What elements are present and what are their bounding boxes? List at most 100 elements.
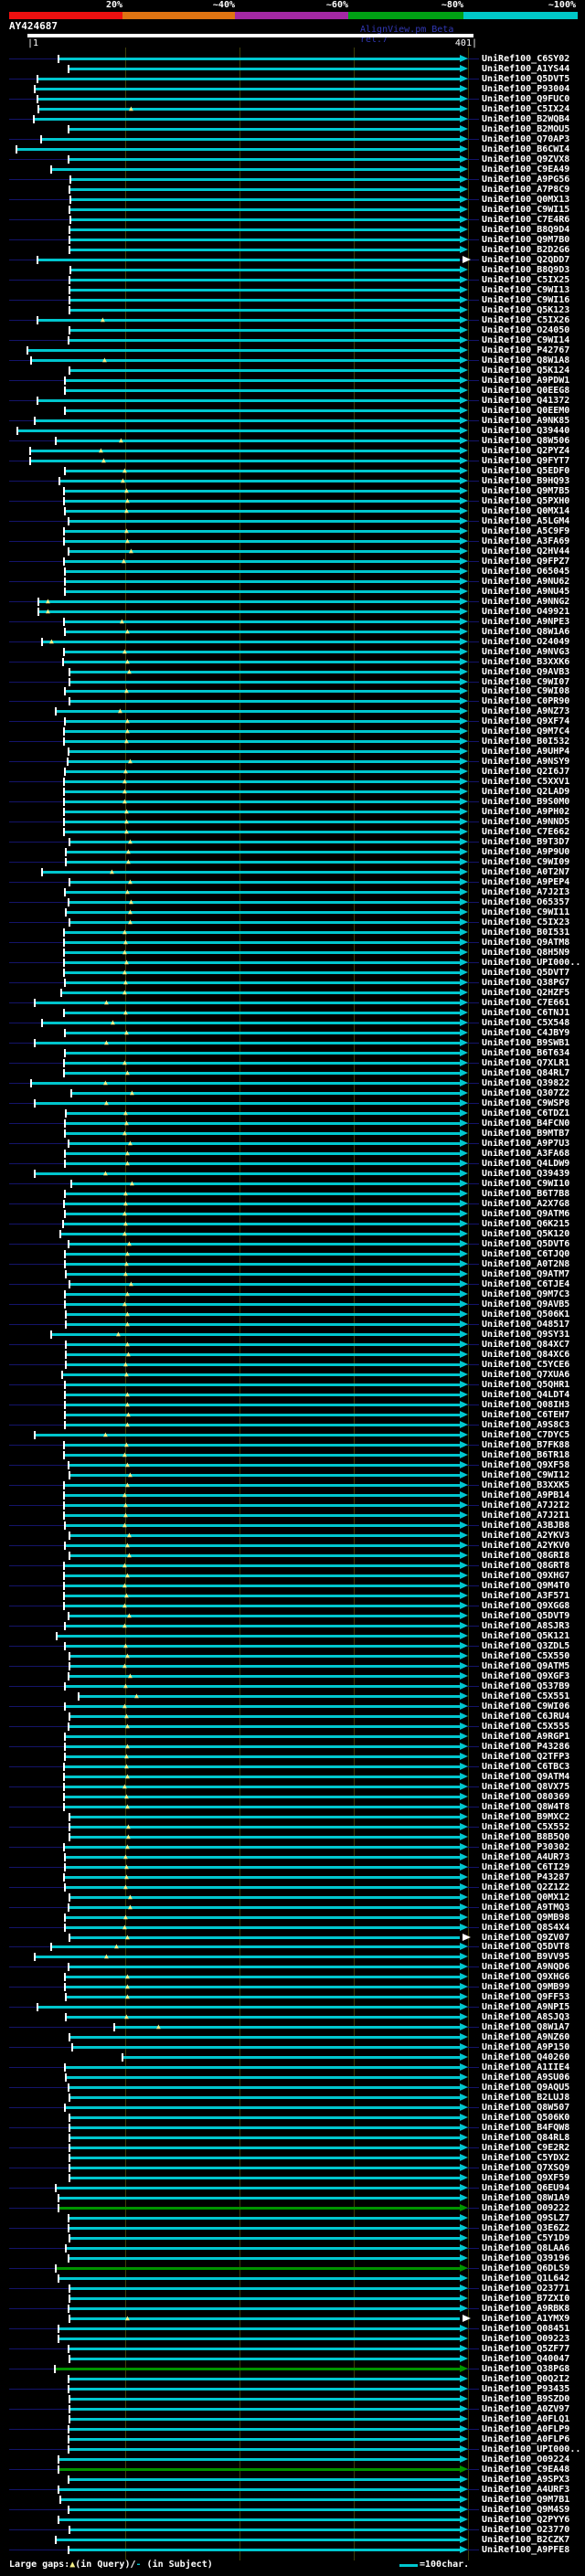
alignment-row[interactable]: ▲ UniRef100_Q2HV44 [0, 546, 585, 557]
alignment-row[interactable]: UniRef100_C0PR90 [0, 696, 585, 706]
alignment-row[interactable]: ▲ UniRef100_Q9ATM7 [0, 1269, 585, 1279]
hit-label[interactable]: UniRef100_C9WI10 [482, 1179, 570, 1189]
alignment-row[interactable]: UniRef100_C9E2R2 [0, 2143, 585, 2153]
alignment-row[interactable]: ▲ UniRef100_Q2HZF5 [0, 988, 585, 998]
hit-label[interactable]: UniRef100_P93004 [482, 84, 570, 94]
hit-label[interactable]: UniRef100_Q84RL8 [482, 2133, 570, 2143]
alignment-row[interactable]: ▲ UniRef100_Q9ZV07 [0, 1933, 585, 1943]
hit-label[interactable]: UniRef100_Q9ATM8 [482, 938, 570, 948]
alignment-row[interactable]: ▲ UniRef100_A8SJR3 [0, 1621, 585, 1631]
alignment-row[interactable]: UniRef100_B2LUJ8 [0, 2093, 585, 2103]
alignment-row[interactable]: ▲ UniRef100_C6TJE4 [0, 1279, 585, 1289]
hit-label[interactable]: UniRef100_Q5QHR1 [482, 1380, 570, 1390]
alignment-row[interactable]: UniRef100_Q9XF59 [0, 2173, 585, 2183]
hit-label[interactable]: UniRef100_C6JRU4 [482, 1712, 570, 1722]
alignment-row[interactable]: ▲ UniRef100_Q5K120 [0, 1229, 585, 1239]
alignment-row[interactable]: ▲ UniRef100_Q5DVT9 [0, 1611, 585, 1621]
hit-bar[interactable] [69, 2177, 460, 2179]
alignment-row[interactable]: ▲ UniRef100_Q8VX75 [0, 1782, 585, 1792]
hit-label[interactable]: UniRef100_B9SWB1 [482, 1038, 570, 1048]
alignment-row[interactable]: ▲ UniRef100_A4UR73 [0, 1852, 585, 1862]
alignment-row[interactable]: ▲ UniRef100_C6TBC3 [0, 1762, 585, 1772]
hit-label[interactable]: UniRef100_Q0MX12 [482, 1892, 570, 1903]
alignment-row[interactable]: UniRef100_B2WQB4 [0, 114, 585, 124]
hit-label[interactable]: UniRef100_Q0MX13 [482, 195, 570, 205]
alignment-row[interactable]: UniRef100_C9WI16 [0, 295, 585, 305]
hit-label[interactable]: UniRef100_B2MOU5 [482, 124, 570, 134]
alignment-row[interactable]: ▲ UniRef100_C6TNJ1 [0, 1008, 585, 1018]
alignment-row[interactable]: ▲ UniRef100_Q9ATM5 [0, 1661, 585, 1671]
alignment-row[interactable]: ▲ UniRef100_B0I532 [0, 737, 585, 747]
hit-bar[interactable] [64, 1424, 460, 1426]
hit-label[interactable]: UniRef100_A9P7U3 [482, 1139, 570, 1149]
hit-label[interactable]: UniRef100_B9MTB7 [482, 1129, 570, 1139]
hit-bar[interactable] [63, 811, 460, 813]
hit-bar[interactable] [58, 2277, 460, 2280]
hit-label[interactable]: UniRef100_C9EA48 [482, 2465, 570, 2475]
hit-label[interactable]: UniRef100_Q8S4X4 [482, 1923, 570, 1933]
hit-bar[interactable] [58, 2197, 460, 2200]
hit-bar[interactable] [64, 1705, 460, 1708]
alignment-row[interactable]: ▲ UniRef100_UPI000.. [0, 958, 585, 968]
hit-bar[interactable] [68, 1243, 460, 1246]
alignment-row[interactable]: ▲ UniRef100_Q8S4X4 [0, 1923, 585, 1933]
hit-bar[interactable] [55, 2539, 460, 2541]
hit-bar[interactable] [64, 590, 460, 593]
hit-bar[interactable] [68, 2428, 460, 2431]
alignment-row[interactable]: UniRef100_A9P150 [0, 2042, 585, 2052]
hit-bar[interactable] [69, 228, 460, 231]
hit-bar[interactable] [69, 1665, 460, 1668]
alignment-row[interactable]: ▲ UniRef100_C6TDZ1 [0, 1108, 585, 1118]
hit-bar[interactable] [63, 1504, 460, 1507]
hit-label[interactable]: UniRef100_A4URF3 [482, 2485, 570, 2495]
hit-bar[interactable] [69, 2317, 460, 2320]
hit-label[interactable]: UniRef100_A9PDW1 [482, 376, 570, 386]
alignment-row[interactable]: ▲ UniRef100_O80369 [0, 1792, 585, 1802]
hit-bar[interactable] [69, 1283, 460, 1286]
hit-bar[interactable] [64, 1685, 460, 1688]
hit-label[interactable]: UniRef100_C6TNJ1 [482, 1008, 570, 1018]
hit-label[interactable]: UniRef100_Q5DVT5 [482, 74, 570, 84]
hit-bar[interactable] [58, 2468, 460, 2471]
hit-bar[interactable] [63, 1072, 460, 1075]
hit-label[interactable]: UniRef100_A5LGM4 [482, 516, 570, 526]
hit-bar[interactable] [68, 2217, 460, 2220]
hit-bar[interactable] [63, 1776, 460, 1778]
alignment-row[interactable]: UniRef100_UPI000.. [0, 2444, 585, 2454]
hit-bar[interactable] [69, 2297, 460, 2300]
hit-bar[interactable] [62, 1223, 460, 1225]
hit-label[interactable]: UniRef100_C9EA49 [482, 164, 570, 175]
hit-label[interactable]: UniRef100_Q9AQU5 [482, 2083, 570, 2093]
hit-label[interactable]: UniRef100_Q8VX75 [482, 1782, 570, 1792]
alignment-row[interactable]: UniRef100_C9WI14 [0, 335, 585, 345]
alignment-row[interactable]: UniRef100_Q5DVT5 [0, 74, 585, 84]
hit-label[interactable]: UniRef100_C6SY02 [482, 54, 570, 64]
alignment-row[interactable]: ▲ UniRef100_Q9ATM8 [0, 938, 585, 948]
hit-bar[interactable] [69, 2116, 460, 2119]
hit-label[interactable]: UniRef100_Q6DLS9 [482, 2263, 570, 2274]
hit-label[interactable]: UniRef100_UPI000.. [482, 2444, 581, 2454]
hit-bar[interactable] [63, 1605, 460, 1607]
alignment-row[interactable]: ▲ UniRef100_A9TMQ3 [0, 1903, 585, 1913]
hit-bar[interactable] [64, 1544, 460, 1547]
alignment-row[interactable]: ▲ UniRef100_A7J2I3 [0, 887, 585, 897]
hit-bar[interactable] [69, 2157, 460, 2159]
alignment-row[interactable]: ▲ UniRef100_Q6K215 [0, 1219, 585, 1229]
hit-label[interactable]: UniRef100_Q2Z1Z2 [482, 1882, 570, 1892]
hit-label[interactable]: UniRef100_B4FCN0 [482, 1118, 570, 1129]
hit-bar[interactable] [68, 339, 460, 342]
hit-label[interactable]: UniRef100_A9NND5 [482, 817, 570, 827]
alignment-row[interactable]: UniRef100_O23771 [0, 2284, 585, 2294]
alignment-row[interactable]: ▲ UniRef100_Q8W1A8 [0, 355, 585, 366]
hit-label[interactable]: UniRef100_Q39440 [482, 426, 570, 436]
hit-label[interactable]: UniRef100_A9SPX3 [482, 2475, 570, 2485]
hit-bar[interactable] [64, 1193, 460, 1195]
hit-bar[interactable] [50, 1333, 460, 1336]
hit-bar[interactable] [69, 178, 460, 181]
alignment-row[interactable]: UniRef100_A1YS44 [0, 64, 585, 74]
alignment-row[interactable]: ▲ UniRef100_C7DYC5 [0, 1430, 585, 1440]
hit-label[interactable]: UniRef100_C5X551 [482, 1691, 570, 1701]
hit-bar[interactable] [64, 1032, 460, 1034]
hit-bar[interactable] [64, 510, 460, 513]
hit-label[interactable]: UniRef100_Q2QDD7 [482, 255, 570, 265]
